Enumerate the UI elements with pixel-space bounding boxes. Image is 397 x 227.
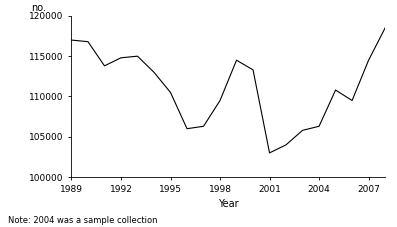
X-axis label: Year: Year	[218, 199, 239, 209]
Text: no.: no.	[31, 3, 46, 13]
Text: Note: 2004 was a sample collection: Note: 2004 was a sample collection	[8, 216, 158, 225]
